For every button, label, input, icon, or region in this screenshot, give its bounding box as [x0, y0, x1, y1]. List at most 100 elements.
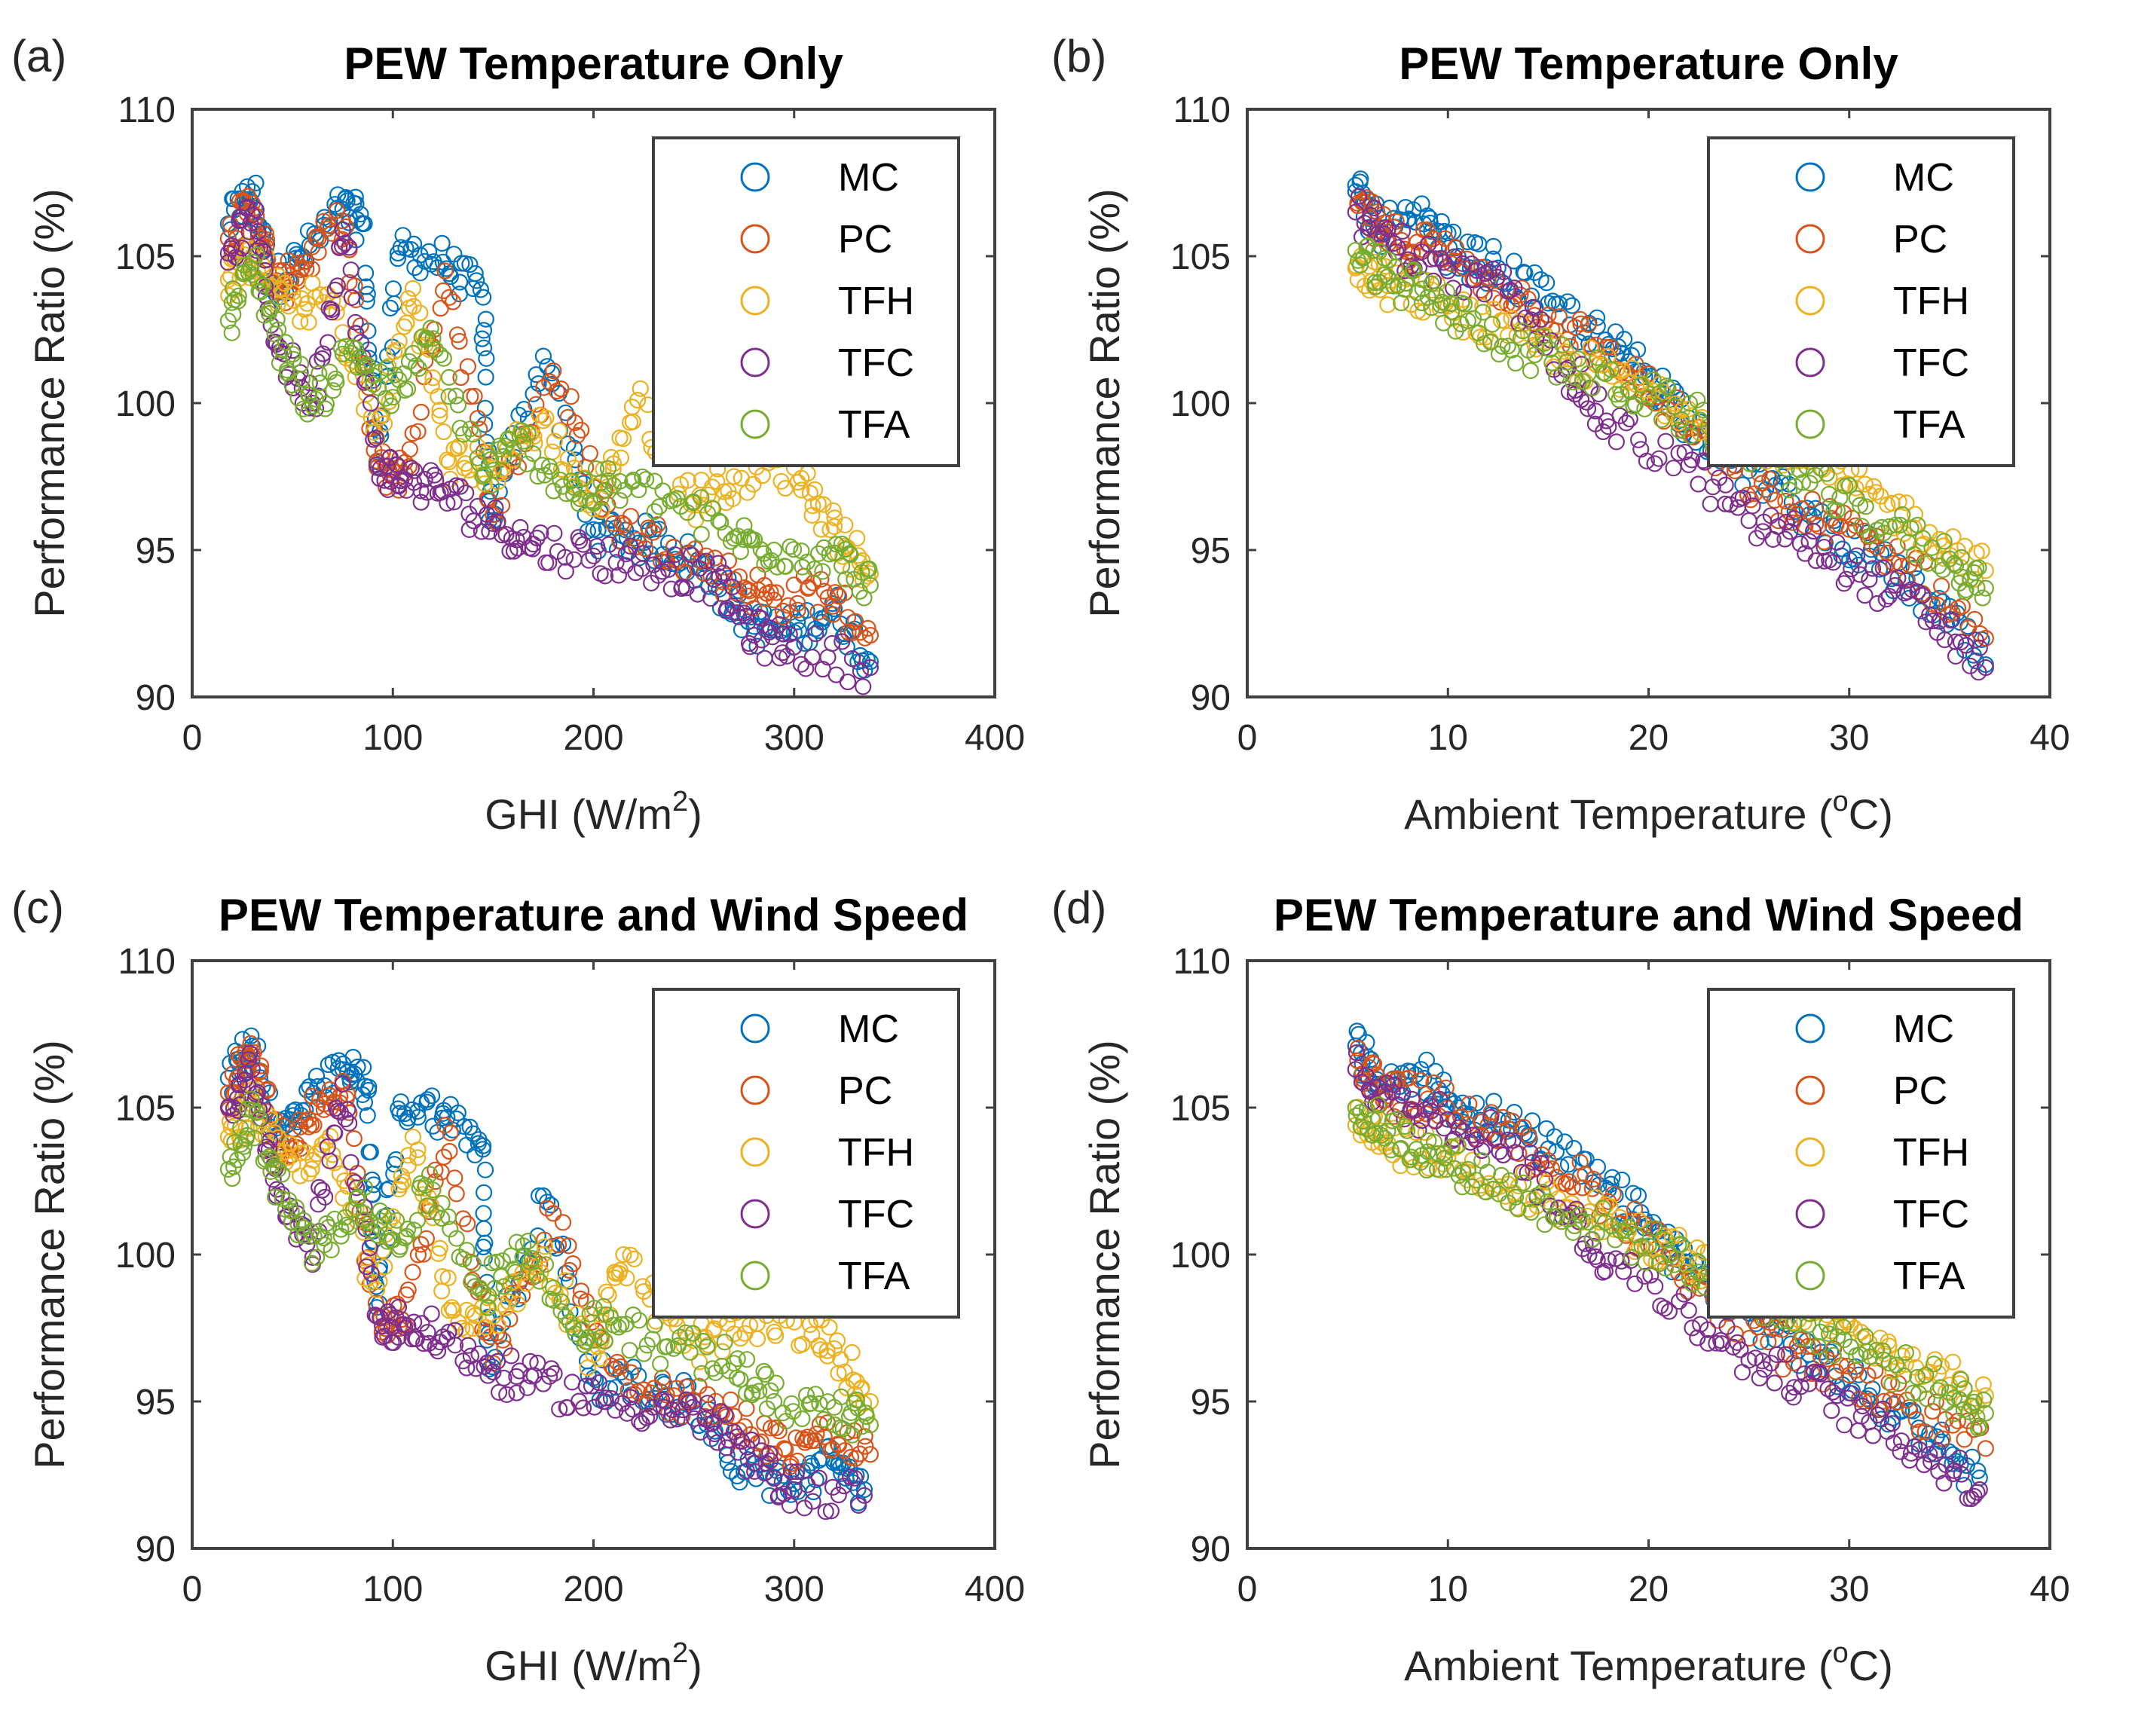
data-point [1834, 1319, 1852, 1336]
data-point [537, 409, 555, 426]
data-point [1977, 1404, 1994, 1422]
data-point [1880, 1355, 1898, 1372]
data-point [451, 437, 468, 455]
x-tick-label: 200 [563, 718, 623, 758]
data-point [1534, 328, 1552, 345]
data-point [534, 412, 552, 429]
data-point [494, 1331, 512, 1349]
data-point [793, 481, 810, 499]
data-point [857, 1438, 874, 1455]
data-point [476, 1161, 494, 1178]
data-point [543, 365, 561, 382]
data-point [812, 521, 830, 538]
data-point [1375, 206, 1392, 223]
data-point [743, 1431, 760, 1449]
data-point [615, 1245, 632, 1264]
data-point [441, 1142, 458, 1160]
data-point [442, 1221, 459, 1238]
data-point [557, 563, 574, 580]
data-point [1412, 1071, 1430, 1089]
data-point [1563, 297, 1581, 314]
data-point [1636, 1267, 1653, 1285]
data-point [855, 1487, 873, 1504]
data-point [359, 1081, 377, 1099]
data-point [1499, 1131, 1517, 1149]
data-point [468, 272, 485, 289]
data-point [479, 1367, 497, 1384]
data-point [478, 433, 495, 451]
data-point [591, 1349, 608, 1368]
data-point [489, 1317, 507, 1334]
data-point [322, 1127, 339, 1145]
data-point [1662, 1246, 1679, 1264]
chart-panel-2: (b) PEW Temperature Only 0 10 20 30 40 90 95 100 1… [1051, 31, 2070, 838]
data-point [242, 1035, 259, 1053]
data-point [477, 368, 494, 386]
data-point [1708, 1334, 1725, 1352]
x-axis-label-sup: 2 [672, 786, 688, 818]
data-point [448, 1230, 465, 1247]
data-point [711, 1403, 730, 1420]
data-point [572, 1282, 590, 1300]
data-point [1910, 1441, 1929, 1459]
data-point [1880, 518, 1898, 535]
data-point [494, 1252, 512, 1270]
data-point [1944, 1417, 1962, 1434]
x-axis-label: GHI (W/m2) [485, 786, 702, 838]
data-point [644, 524, 662, 541]
data-point [1579, 400, 1597, 417]
data-point [515, 400, 533, 418]
x-tick-label: 400 [965, 718, 1025, 758]
data-point [698, 1338, 716, 1355]
data-point [301, 374, 318, 392]
data-point [608, 541, 626, 558]
data-point [1956, 1431, 1973, 1448]
data-point [1589, 1158, 1606, 1175]
data-point [554, 1214, 572, 1231]
data-point [1861, 485, 1878, 503]
data-point [502, 1247, 520, 1264]
data-point [1864, 1427, 1882, 1444]
data-point [1564, 1178, 1581, 1196]
data-point [381, 1180, 398, 1197]
data-point [557, 1308, 574, 1325]
data-point [1659, 380, 1677, 397]
data-point [1559, 1156, 1577, 1173]
data-point [1514, 322, 1531, 340]
data-point [440, 368, 457, 386]
data-point [458, 1242, 476, 1259]
data-point [1850, 1366, 1867, 1383]
data-point [850, 1496, 867, 1514]
data-point [546, 432, 564, 450]
data-point [1348, 1022, 1366, 1040]
data-point [1803, 491, 1821, 508]
data-point [530, 1187, 548, 1205]
data-point [494, 460, 512, 478]
data-point [822, 1502, 840, 1520]
data-point [545, 1291, 562, 1309]
data-point [1616, 331, 1633, 348]
data-point [334, 221, 351, 238]
data-point [1889, 569, 1907, 587]
data-point [1638, 452, 1655, 469]
data-point [1494, 1108, 1512, 1126]
data-point [1852, 497, 1869, 514]
data-point [1366, 199, 1383, 216]
data-point [817, 1503, 834, 1521]
data-point [440, 387, 457, 405]
data-point [1485, 237, 1502, 255]
data-point [1379, 296, 1396, 313]
data-point [596, 1332, 613, 1350]
data-point [420, 243, 438, 260]
data-point [509, 1290, 527, 1308]
data-point [1550, 308, 1568, 326]
data-point [1633, 1237, 1650, 1255]
data-point [1537, 1120, 1555, 1138]
x-axis-label: GHI (W/m2) [485, 1637, 702, 1689]
data-point [1524, 1112, 1541, 1129]
data-point [448, 1185, 465, 1203]
data-point [586, 1331, 603, 1349]
data-point [535, 379, 552, 396]
data-point [311, 374, 329, 392]
